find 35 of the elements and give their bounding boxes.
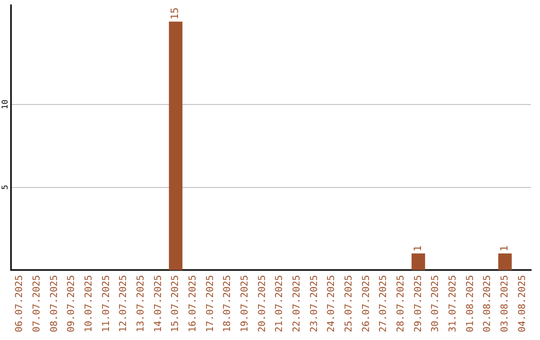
- x-tick-label: 28.07.2025: [396, 275, 406, 332]
- x-tick-label: 02.08.2025: [482, 275, 494, 332]
- x-tick-label: 23.07.2025: [308, 275, 320, 332]
- x-tick-label: 21.07.2025: [274, 275, 286, 332]
- x-tick-label: 19.07.2025: [240, 275, 250, 332]
- x-tick-label: 03.08.2025: [500, 275, 510, 332]
- x-tick-label: 08.07.2025: [48, 275, 60, 332]
- x-tick-label: 15.07.2025: [170, 275, 182, 332]
- x-tick-label: 26.07.2025: [360, 275, 372, 332]
- data-label: 15: [170, 8, 182, 20]
- x-tick-label: 25.07.2025: [344, 275, 354, 332]
- x-tick-label: 13.07.2025: [136, 275, 146, 332]
- x-tick-label: 30.07.2025: [430, 275, 442, 332]
- x-tick-label: 20.07.2025: [256, 275, 268, 332]
- x-tick-label: 22.07.2025: [292, 275, 302, 332]
- data-label: 1: [412, 245, 424, 252]
- x-tick-label: 04.08.2025: [516, 275, 528, 332]
- x-tick-label: 29.07.2025: [412, 275, 424, 332]
- x-tick-label: 10.07.2025: [84, 275, 94, 332]
- x-tick-label: 18.07.2025: [222, 275, 234, 332]
- y-tick-label: 5: [0, 184, 10, 190]
- x-tick-label: 12.07.2025: [118, 275, 130, 332]
- x-tick-label: 31.07.2025: [448, 275, 458, 332]
- x-tick-label: 09.07.2025: [66, 275, 78, 332]
- x-tick-label: 17.07.2025: [204, 275, 216, 332]
- x-tick-label: 16.07.2025: [188, 275, 198, 332]
- x-tick-label: 14.07.2025: [152, 275, 164, 332]
- x-tick-label: 07.07.2025: [32, 275, 42, 332]
- x-tick-label: 01.08.2025: [464, 275, 476, 332]
- x-tick-label: 27.07.2025: [378, 275, 390, 332]
- x-tick-label: 24.07.2025: [326, 275, 338, 332]
- x-tick-label: 06.07.2025: [14, 275, 26, 332]
- data-label: 1: [500, 245, 510, 252]
- x-tick-label: 11.07.2025: [100, 275, 112, 332]
- y-tick-label: 10: [0, 99, 10, 110]
